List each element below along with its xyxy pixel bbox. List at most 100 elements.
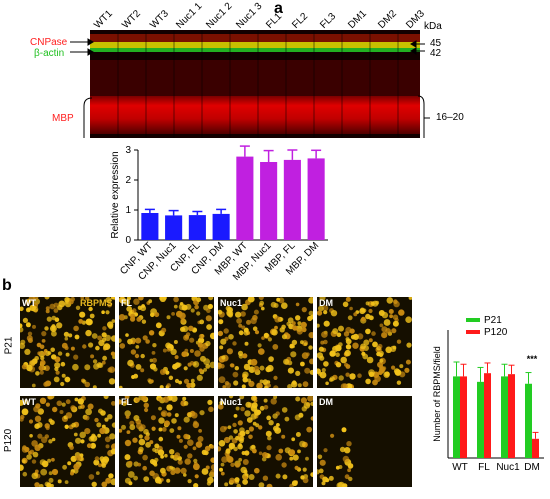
cell (86, 443, 92, 449)
cell (263, 332, 269, 338)
cell (257, 343, 262, 348)
cell (136, 422, 143, 430)
cell (154, 443, 160, 449)
lane-label: FL2 (290, 11, 311, 31)
cell (241, 325, 246, 330)
cell (94, 417, 99, 423)
cell (220, 338, 227, 345)
cell (281, 434, 286, 439)
cell (219, 425, 227, 433)
cell (47, 458, 52, 463)
cell (199, 410, 205, 416)
bar (141, 213, 159, 240)
cell (287, 367, 294, 374)
cell (323, 448, 328, 453)
cell (166, 478, 171, 483)
cell (209, 361, 214, 369)
cell (97, 433, 101, 438)
cell (152, 343, 157, 348)
cell (158, 417, 165, 424)
cell (124, 439, 132, 447)
cell (196, 374, 203, 381)
cell (230, 462, 235, 467)
cell (111, 443, 115, 451)
cell (289, 456, 294, 461)
cell (80, 439, 85, 444)
cell (132, 437, 138, 443)
cell (223, 328, 229, 334)
cell (295, 370, 301, 376)
cell (151, 459, 158, 466)
cell (242, 479, 248, 485)
cell (125, 415, 130, 419)
cell (198, 368, 203, 373)
cell (346, 441, 352, 447)
cell (210, 469, 214, 476)
cell (84, 428, 91, 435)
cell (361, 316, 366, 322)
cell (31, 459, 37, 464)
cell (300, 397, 307, 404)
cell (225, 454, 230, 458)
cell (108, 366, 115, 373)
cell (338, 375, 344, 381)
cell (57, 304, 63, 311)
cell (265, 366, 272, 373)
cell (50, 347, 55, 353)
micro-tag: FL (121, 298, 132, 308)
cell (101, 481, 108, 487)
micrograph-p21-wt: WT RBPMS (20, 297, 115, 388)
cell (166, 347, 171, 352)
cell (41, 339, 46, 343)
cell (75, 455, 82, 461)
row-label-p120: P120 (3, 428, 15, 453)
cell (57, 479, 62, 484)
panel-b-letter: b (2, 277, 12, 294)
cell (174, 362, 181, 368)
cell (295, 302, 300, 307)
cell (218, 440, 226, 447)
cell (224, 436, 231, 444)
cell (335, 362, 342, 368)
cell (46, 396, 54, 400)
cell (193, 463, 200, 471)
cnpase-label: CNPase (30, 37, 68, 48)
cell (366, 356, 374, 364)
cell (227, 425, 232, 430)
cell (368, 308, 373, 314)
cell (360, 307, 365, 313)
cell (31, 383, 36, 388)
cell (319, 459, 326, 466)
cell (342, 383, 348, 388)
cell (224, 381, 230, 386)
cell (178, 438, 183, 443)
cell (325, 381, 329, 386)
cell (210, 444, 214, 449)
cell (25, 301, 30, 306)
cell (183, 416, 190, 423)
cell (56, 400, 63, 407)
cell (54, 366, 59, 372)
cell (218, 330, 224, 337)
cell (262, 452, 268, 458)
cell (262, 379, 269, 385)
cell (342, 301, 349, 308)
cell (274, 427, 282, 434)
cell (189, 349, 194, 353)
cell (177, 459, 183, 465)
cell (99, 427, 106, 435)
blot-arrows (70, 38, 430, 138)
cell (372, 341, 378, 348)
cell (110, 448, 115, 455)
cell (344, 474, 350, 480)
cell (248, 380, 255, 387)
cell (247, 378, 251, 383)
cell (34, 356, 39, 361)
cell (142, 465, 147, 471)
cell (161, 327, 167, 333)
cell (234, 477, 240, 483)
cell (382, 366, 387, 370)
cell (77, 398, 84, 405)
bar (236, 156, 254, 240)
cell (34, 415, 42, 422)
